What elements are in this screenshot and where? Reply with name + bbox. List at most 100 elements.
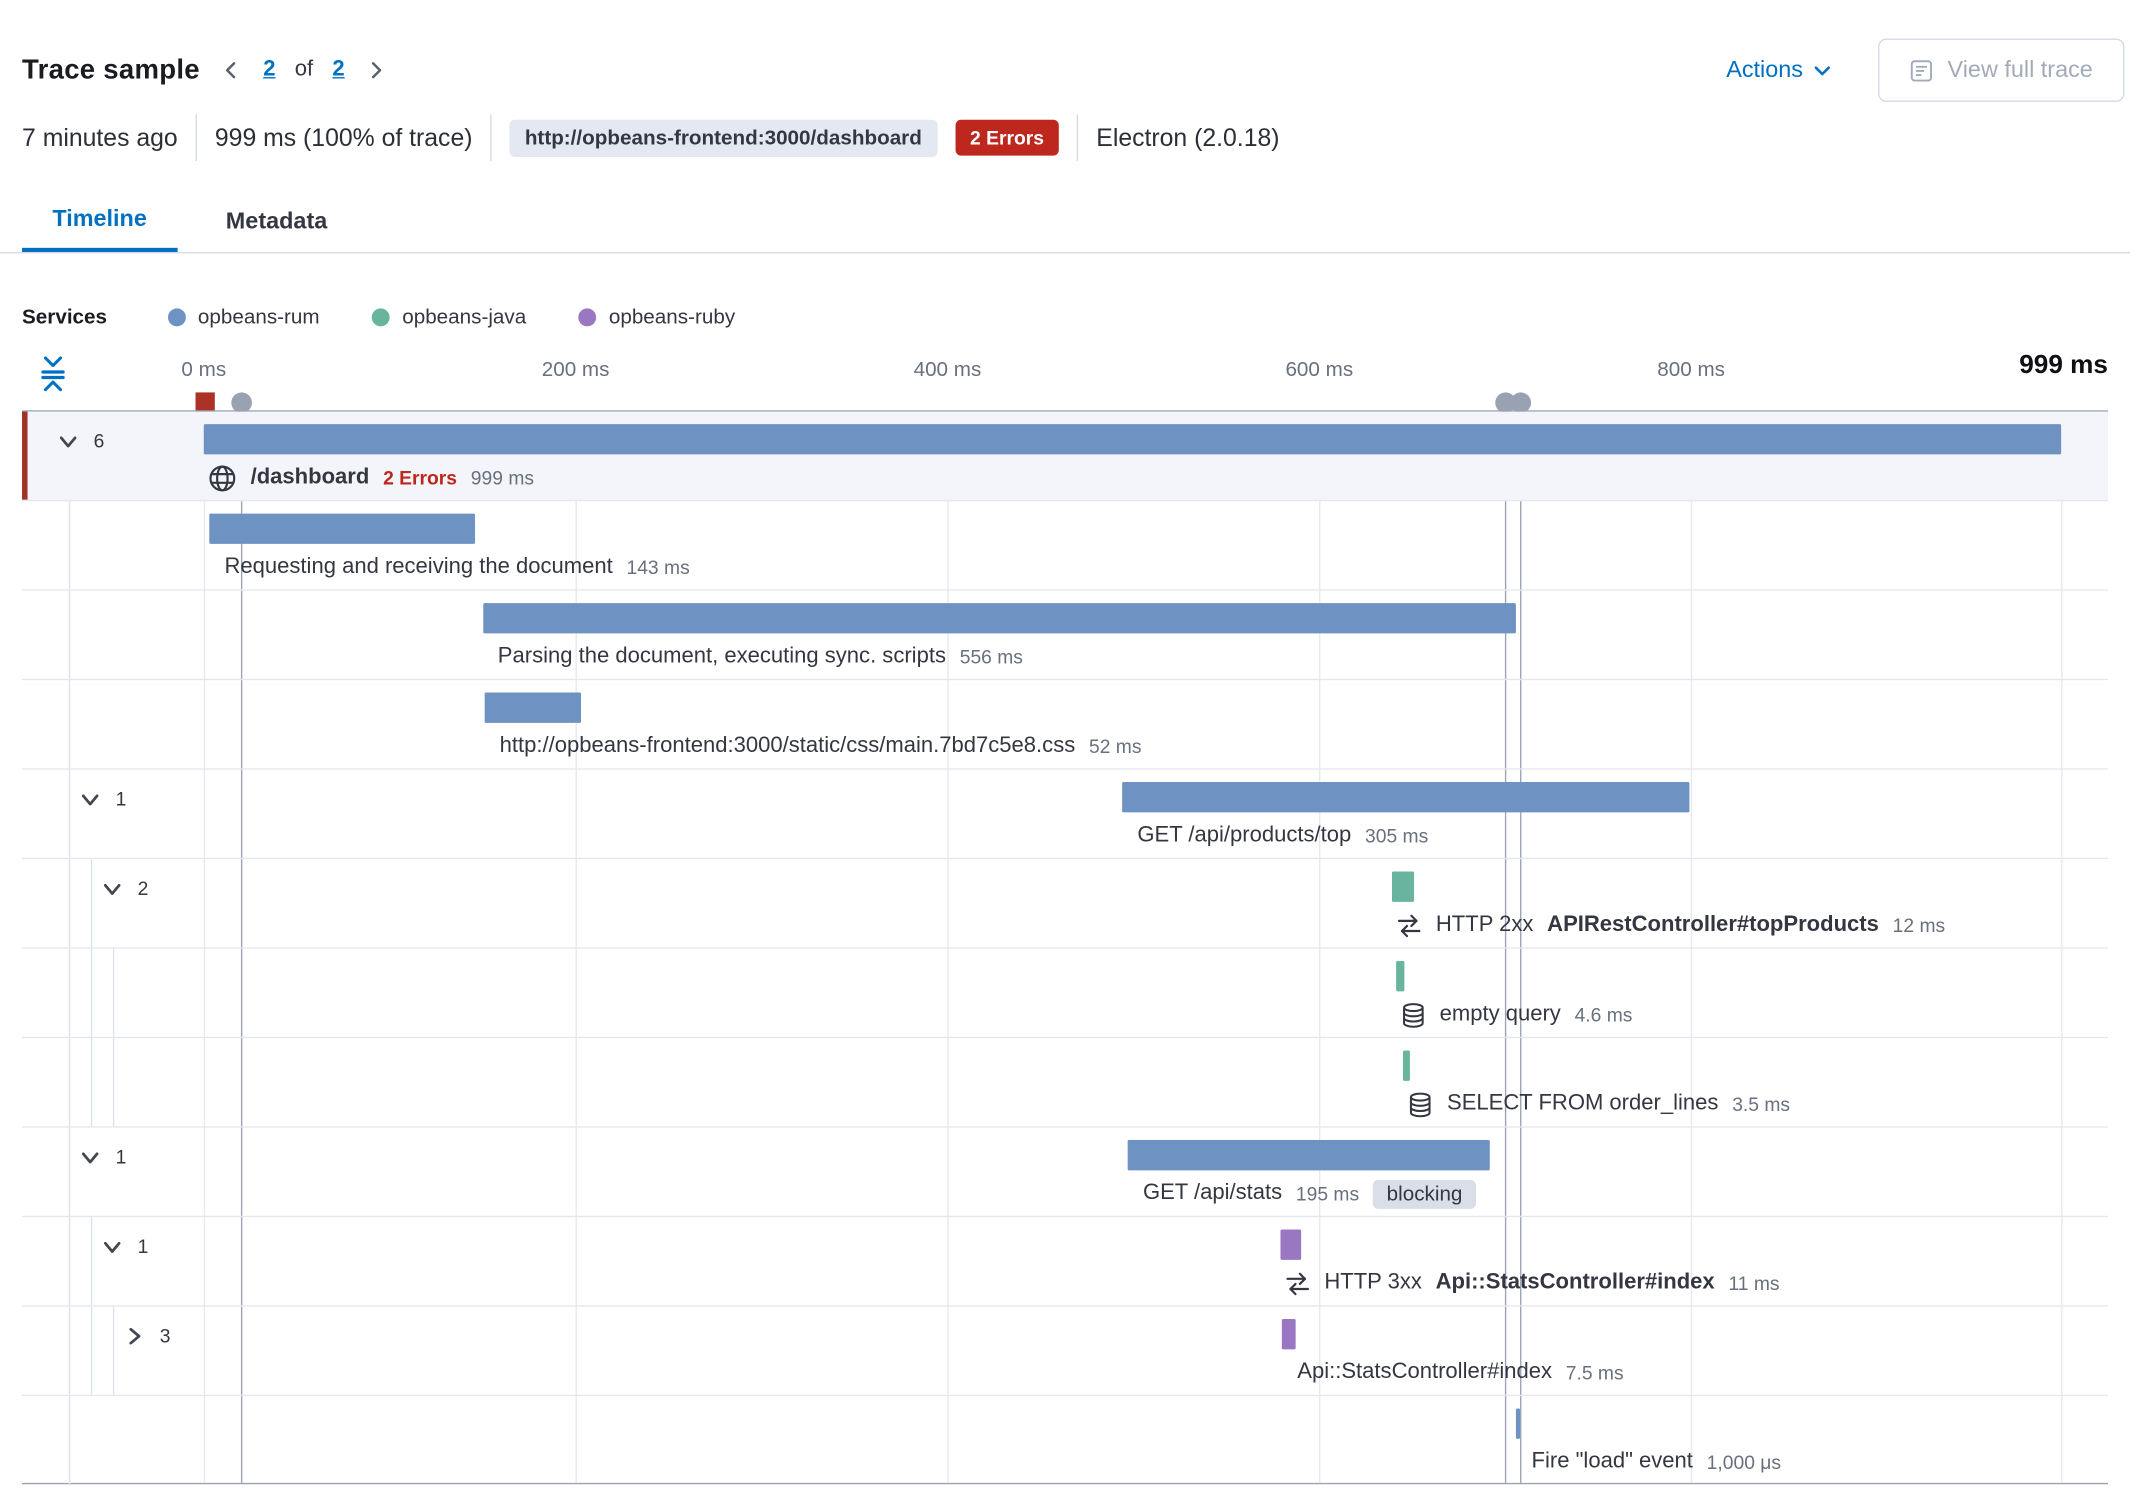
transaction-bar[interactable] (209, 513, 476, 544)
next-trace-button[interactable] (364, 58, 389, 83)
transaction-bar[interactable] (482, 603, 1517, 634)
span-duration: 7.5 ms (1565, 1361, 1624, 1384)
waterfall-item-label[interactable]: GET /api/products/top 305 ms (1137, 819, 1428, 852)
waterfall-item-label[interactable]: Requesting and receiving the document 143… (224, 551, 689, 584)
waterfall-item-label[interactable]: HTTP 3xx Api::StatsController#index 11 ms (1284, 1267, 1780, 1300)
chevron-down-icon (59, 435, 77, 447)
separator (1077, 114, 1079, 162)
chevron-down-icon (103, 1241, 121, 1253)
transaction-bar[interactable] (203, 424, 2062, 455)
transaction-bar[interactable] (1391, 871, 1415, 902)
waterfall-row: http://opbeans-frontend:3000/static/css/… (22, 680, 2108, 770)
tab-bar: Timeline Metadata (0, 190, 2130, 254)
waterfall-item-label[interactable]: http://opbeans-frontend:3000/static/css/… (500, 730, 1142, 763)
accordion-toggle[interactable]: 1 (81, 1139, 126, 1175)
transaction-bar[interactable] (1282, 1319, 1297, 1350)
url-badge: http://opbeans-frontend:3000/dashboard (509, 119, 937, 157)
accordion-toggle[interactable]: 3 (125, 1318, 170, 1354)
transaction-bar[interactable] (1127, 1140, 1491, 1171)
user-agent-label: Electron (2.0.18) (1096, 123, 1280, 151)
page-title: Trace sample (22, 54, 200, 85)
legend-item-opbeans-java: opbeans-java (371, 305, 527, 330)
tab-divider (0, 251, 2130, 254)
waterfall-item-label[interactable]: Fire "load" event 1,000 μs (1532, 1446, 1781, 1479)
timestamp-label: 7 minutes ago (22, 123, 178, 151)
error-mark[interactable] (195, 392, 216, 412)
waterfall-item-label[interactable]: SELECT FROM order_lines 3.5 ms (1407, 1088, 1790, 1121)
child-count: 3 (159, 1324, 171, 1347)
current-sample-link[interactable]: 2 (263, 57, 276, 82)
span-duration: 1,000 μs (1706, 1451, 1782, 1474)
span-duration: 52 ms (1088, 735, 1142, 758)
legend-item-label: opbeans-rum (197, 305, 320, 330)
waterfall-row: 1 GET /api/products/top 305 ms (22, 769, 2108, 860)
prev-trace-button[interactable] (219, 58, 244, 83)
tab-metadata[interactable]: Metadata (225, 207, 328, 234)
waterfall-item-label[interactable]: GET /api/stats 195 ms blocking (1142, 1177, 1477, 1210)
transaction-bar[interactable] (1280, 1229, 1301, 1260)
span-duration: 556 ms (959, 645, 1023, 668)
indent-guide (90, 948, 93, 1037)
waterfall-chart: 6/dashboard 2 Errors 999 ms Requesting and … (22, 410, 2108, 1486)
transaction-bar[interactable] (1122, 782, 1690, 813)
span-bar[interactable] (1395, 961, 1405, 992)
blocking-badge: blocking (1372, 1179, 1477, 1209)
accordion-toggle[interactable]: 1 (81, 781, 126, 817)
indent-guide (68, 859, 71, 948)
child-count: 1 (137, 1235, 149, 1258)
accordion-toggle[interactable]: 6 (59, 423, 104, 459)
child-count: 1 (115, 787, 127, 810)
span-duration: 305 ms (1365, 824, 1429, 847)
chevron-down-icon (103, 883, 121, 895)
waterfall-item-label[interactable]: Api::StatsController#index 7.5 ms (1297, 1356, 1623, 1389)
transaction-bar[interactable] (1516, 1408, 1521, 1439)
span-name: GET /api/stats (1142, 1181, 1283, 1205)
collapse-all-button[interactable] (37, 355, 69, 396)
error-count-label[interactable]: 2 Errors (383, 466, 458, 489)
errors-badge[interactable]: 2 Errors (954, 119, 1060, 156)
timeline-axis: 999 ms 0 ms 200 ms 400 ms 600 ms 800 ms (0, 347, 2130, 414)
separator (490, 114, 492, 162)
span-name: APIRestController#topProducts (1547, 912, 1879, 937)
pager-of-label: of (294, 57, 314, 82)
indent-guide (68, 680, 71, 769)
chevron-down-icon (81, 793, 99, 805)
waterfall-row: empty query 4.6 ms (22, 948, 2108, 1039)
accordion-toggle[interactable]: 1 (103, 1228, 148, 1264)
axis-tick: 0 ms (181, 357, 227, 382)
span-name: empty query (1439, 1002, 1561, 1026)
separator (195, 114, 197, 162)
database-icon (1409, 1091, 1431, 1117)
chevron-down-icon (81, 1151, 99, 1163)
waterfall-row: 2 HTTP 2xx APIRestController#topProducts 12… (22, 859, 2108, 949)
waterfall-item-label[interactable]: empty query 4.6 ms (1400, 998, 1632, 1031)
actions-menu-button[interactable]: Actions (1726, 56, 1832, 84)
view-full-trace-button[interactable]: View full trace (1878, 38, 2125, 102)
chevron-right-icon (372, 62, 382, 79)
duration-label: 999 ms (100% of trace) (214, 123, 473, 151)
axis-tick: 200 ms (541, 357, 610, 382)
span-duration: 12 ms (1892, 914, 1946, 937)
span-duration: 195 ms (1295, 1182, 1360, 1205)
tab-timeline[interactable]: Timeline (22, 190, 178, 252)
services-legend: Services opbeans-rum opbeans-java opbeans-… (22, 306, 787, 329)
waterfall-row: 1 GET /api/stats 195 ms blocking (22, 1127, 2108, 1218)
agent-mark-dot[interactable] (1509, 392, 1531, 414)
span-name: /dashboard (250, 465, 370, 489)
span-duration: 3.5 ms (1732, 1093, 1791, 1116)
child-count: 1 (115, 1145, 127, 1168)
agent-mark-dot[interactable] (230, 392, 252, 414)
chevron-right-icon (129, 1327, 141, 1344)
span-name: Api::StatsController#index (1297, 1360, 1552, 1384)
transaction-bar[interactable] (484, 692, 582, 723)
accordion-toggle[interactable]: 2 (103, 870, 148, 906)
waterfall-item-label[interactable]: /dashboard 2 Errors 999 ms (208, 461, 534, 494)
waterfall-item-label[interactable]: HTTP 2xx APIRestController#topProducts 12 … (1396, 909, 1945, 942)
waterfall-item-label[interactable]: Parsing the document, executing sync. sc… (498, 640, 1023, 673)
axis-tick: 600 ms (1285, 357, 1354, 382)
legend-item-label: opbeans-java (402, 305, 527, 330)
waterfall-row: SELECT FROM order_lines 3.5 ms (22, 1038, 2108, 1128)
span-bar[interactable] (1402, 1050, 1410, 1081)
total-samples-link[interactable]: 2 (332, 57, 345, 82)
